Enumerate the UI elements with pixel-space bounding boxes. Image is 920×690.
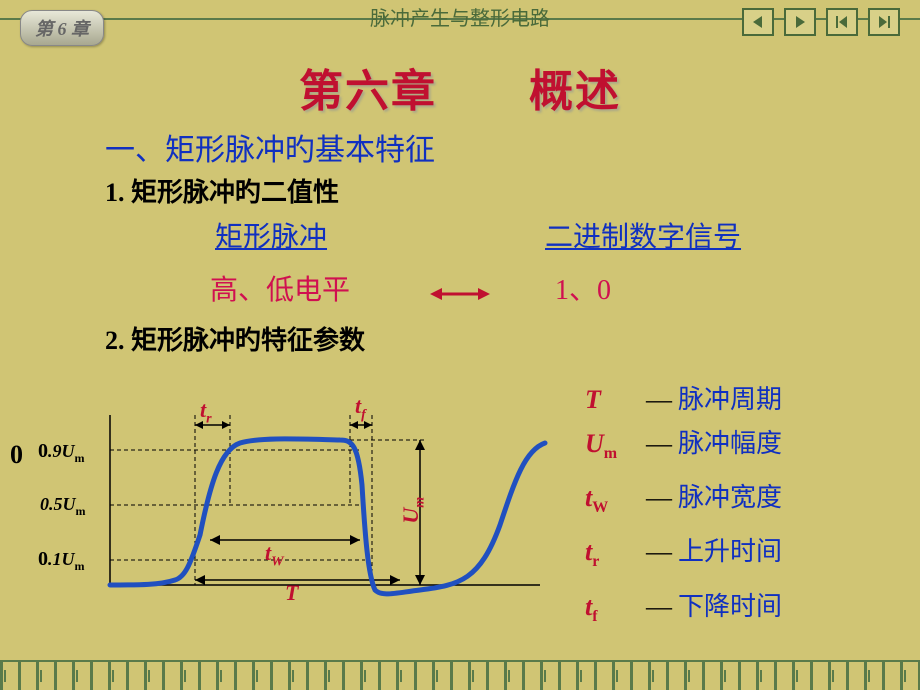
nav-last-button[interactable] bbox=[868, 8, 900, 36]
T-label: T bbox=[285, 580, 298, 606]
param-row-tr: tr —上升时间 bbox=[585, 530, 782, 584]
tr-label: tr bbox=[200, 397, 212, 427]
pulse-waveform-diagram: 0.9Um 0.5Um 0.1Um 0 tr tf tW T Um bbox=[100, 385, 550, 635]
y-zero: 0 bbox=[10, 440, 23, 470]
sub-1: 1. 矩形脉冲旳二值性 bbox=[105, 172, 339, 209]
param-list: T —脉冲周期 Um —脉冲幅度 tW —脉冲宽度 tr —上升时间 tf —下… bbox=[585, 378, 782, 639]
link-left: 矩形脉冲 bbox=[215, 215, 327, 255]
bottom-border bbox=[0, 660, 920, 690]
red-right: 1、0 bbox=[555, 268, 611, 308]
Um-label: Um bbox=[398, 497, 428, 524]
nav-buttons bbox=[742, 8, 900, 36]
y-label-09: 0.9Um bbox=[38, 440, 85, 466]
sub-2: 2. 矩形脉冲旳特征参数 bbox=[105, 320, 365, 357]
tf-label: tf bbox=[355, 393, 366, 423]
main-title: 第六章 概述 bbox=[0, 55, 920, 119]
nav-first-button[interactable] bbox=[826, 8, 858, 36]
red-left: 高、低电平 bbox=[210, 268, 350, 308]
param-row-Um: Um —脉冲幅度 bbox=[585, 422, 782, 476]
nav-prev-button[interactable] bbox=[742, 8, 774, 36]
section-1-title: 一、矩形脉冲旳基本特征 bbox=[105, 125, 435, 169]
y-label-01: 0.1Um bbox=[38, 548, 85, 574]
param-row-tf: tf —下降时间 bbox=[585, 585, 782, 639]
y-label-05: 0.5Um bbox=[40, 493, 86, 519]
param-row-T: T —脉冲周期 bbox=[585, 378, 782, 422]
bidir-arrow-icon bbox=[430, 278, 490, 312]
link-right: 二进制数字信号 bbox=[545, 215, 741, 255]
param-row-tw: tW —脉冲宽度 bbox=[585, 476, 782, 530]
nav-next-button[interactable] bbox=[784, 8, 816, 36]
tw-label: tW bbox=[265, 540, 284, 570]
